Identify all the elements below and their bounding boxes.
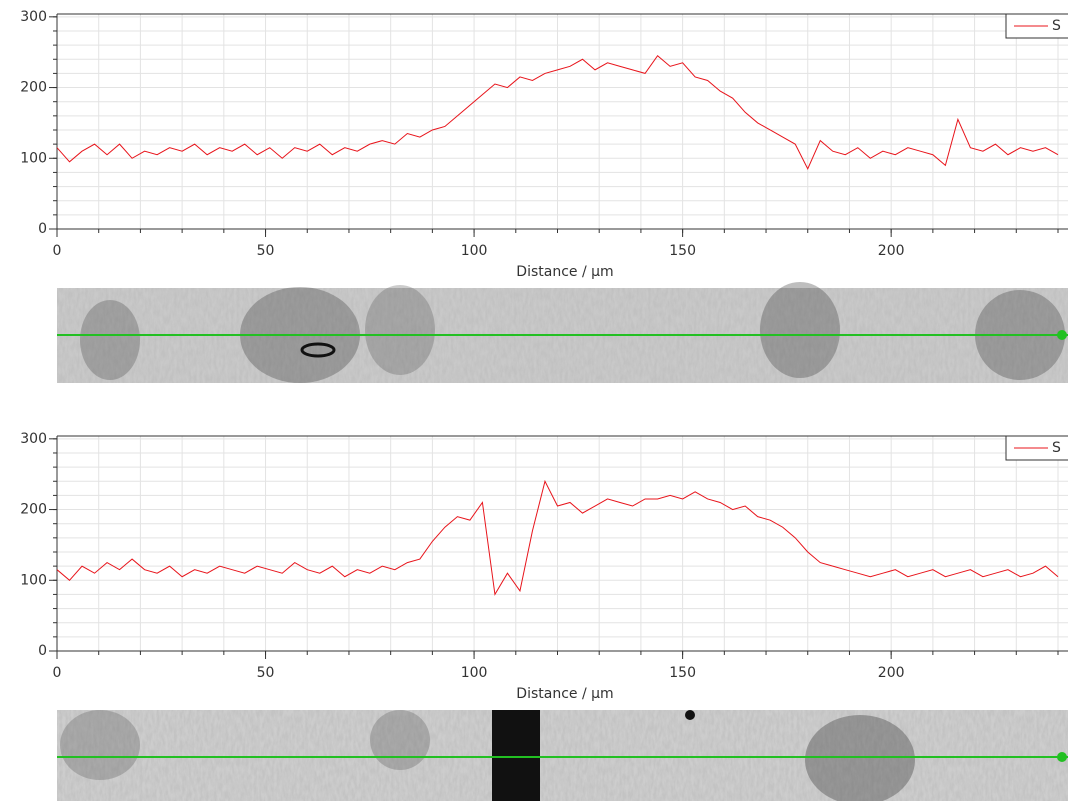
x-tick-label: 200 — [878, 665, 905, 681]
legend-label: S — [1052, 18, 1061, 34]
x-axis-label: Distance / µm — [516, 686, 613, 702]
micrograph — [57, 282, 1068, 383]
data-line — [57, 479, 1059, 596]
y-tick-label: 300 — [20, 431, 47, 447]
x-tick-label: 0 — [53, 243, 62, 259]
y-tick-label: 0 — [38, 643, 47, 659]
x-tick-label: 100 — [461, 243, 488, 259]
y-tick-label: 200 — [20, 80, 47, 96]
x-tick-label: 150 — [669, 665, 696, 681]
x-tick-label: 200 — [878, 243, 905, 259]
x-tick-label: 150 — [669, 243, 696, 259]
x-tick-label: 100 — [461, 665, 488, 681]
x-tick-label: 50 — [257, 243, 275, 259]
y-tick-label: 100 — [20, 150, 47, 166]
line-chart: 0 50 100 150 200 0 100 200 300 Distance / µm S — [20, 431, 1068, 702]
line-chart: 0 50 100 150 200 0 100 200 300 Distance / µm S — [20, 9, 1068, 280]
x-tick-label: 0 — [53, 665, 62, 681]
y-tick-label: 0 — [38, 221, 47, 237]
legend-label: S — [1052, 440, 1061, 456]
x-axis-label: Distance / µm — [516, 264, 613, 280]
data-line — [57, 54, 1059, 171]
x-tick-label: 50 — [257, 665, 275, 681]
y-tick-label: 200 — [20, 502, 47, 518]
micrograph — [57, 710, 1068, 801]
y-tick-label: 300 — [20, 9, 47, 25]
y-tick-label: 100 — [20, 572, 47, 588]
